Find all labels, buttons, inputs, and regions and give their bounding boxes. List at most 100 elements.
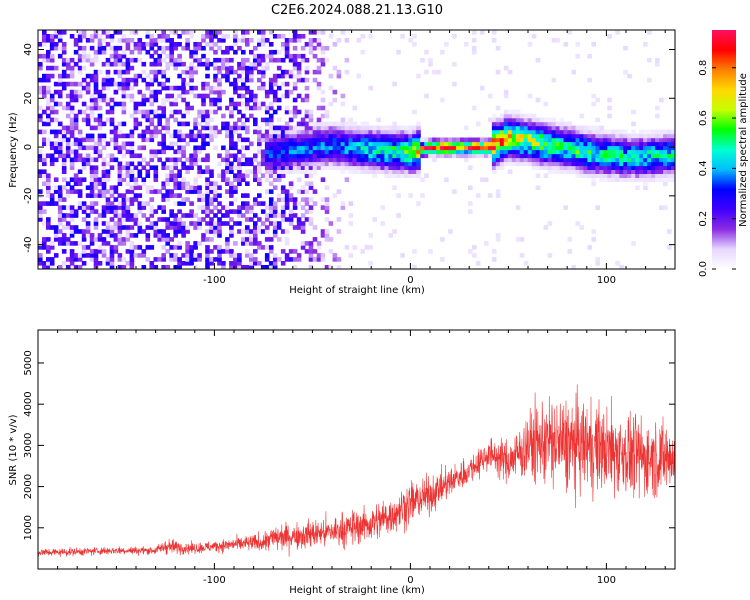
- heatmap-cell: [336, 133, 342, 139]
- heatmap-cell: [312, 77, 318, 83]
- heatmap-cell: [77, 169, 83, 174]
- heatmap-cell: [619, 141, 624, 147]
- heatmap-cell: [42, 245, 47, 250]
- heatmap-cell: [284, 89, 290, 95]
- heatmap-cell: [249, 229, 254, 234]
- heatmap-cell: [308, 121, 314, 127]
- heatmap-cell: [113, 205, 119, 210]
- heatmap-cell: [400, 133, 405, 139]
- heatmap-cell: [249, 97, 254, 103]
- heatmap-cell: [237, 181, 242, 186]
- heatmap-cell: [483, 145, 489, 151]
- heatmap-cell: [603, 153, 608, 159]
- heatmap-cell: [623, 149, 628, 155]
- heatmap-cell: [173, 185, 178, 190]
- heatmap-cell: [237, 157, 242, 163]
- heatmap-cell: [336, 149, 342, 155]
- heatmap-cell: [392, 145, 397, 151]
- heatmap-cell: [189, 253, 194, 258]
- heatmap-cell: [233, 165, 238, 170]
- heatmap-cell: [217, 173, 222, 178]
- heatmap-cell: [49, 141, 55, 147]
- heatmap-cell: [105, 109, 111, 115]
- heatmap-cell: [241, 113, 246, 119]
- heatmap-cell: [296, 145, 302, 151]
- heatmap-cell: [53, 45, 59, 51]
- heatmap-cell: [348, 117, 354, 123]
- heatmap-cell: [149, 149, 155, 155]
- heatmap-cell: [300, 129, 306, 135]
- heatmap-cell: [229, 153, 234, 159]
- heatmap-cell: [141, 265, 147, 269]
- heatmap-cell: [260, 42, 266, 47]
- heatmap-cell: [137, 201, 143, 206]
- heatmap-cell: [177, 257, 182, 262]
- heatmap-cell: [444, 141, 449, 147]
- heatmap-cell: [225, 169, 230, 174]
- heatmap-cell: [69, 57, 75, 63]
- heatmap-cell: [249, 157, 254, 163]
- heatmap-cell: [380, 205, 385, 210]
- heatmap-cell: [253, 173, 258, 178]
- heatmap-cell: [372, 137, 377, 143]
- heatmap-cell: [181, 233, 186, 238]
- heatmap-cell: [46, 245, 51, 250]
- heatmap-cell: [352, 169, 358, 174]
- heatmap-cell: [121, 165, 127, 170]
- heatmap-cell: [296, 61, 302, 67]
- heatmap-cell: [189, 165, 194, 170]
- heatmap-cell: [284, 161, 290, 167]
- heatmap-cell: [97, 133, 103, 139]
- heatmap-cell: [46, 181, 51, 186]
- heatmap-cell: [145, 201, 151, 206]
- heatmap-cell: [452, 145, 457, 151]
- heatmap-cell: [404, 173, 409, 178]
- heatmap-cell: [225, 213, 230, 218]
- heatmap-cell: [412, 173, 417, 178]
- heatmap-cell: [109, 81, 115, 87]
- heatmap-cell: [117, 221, 123, 226]
- heatmap-cell: [559, 125, 565, 131]
- heatmap-cell: [336, 229, 342, 234]
- heatmap-cell: [272, 157, 278, 163]
- heatmap-cell: [671, 173, 675, 178]
- heatmap-cell: [65, 213, 71, 218]
- heatmap-cell: [233, 185, 238, 190]
- heatmap-cell: [69, 125, 75, 131]
- heatmap-cell: [276, 257, 282, 262]
- heatmap-cell: [436, 149, 441, 155]
- heatmap-cell: [161, 85, 166, 91]
- heatmap-cell: [515, 153, 521, 159]
- heatmap-cell: [173, 57, 178, 63]
- heatmap-cell: [89, 97, 95, 103]
- heatmap-cell: [165, 61, 170, 67]
- heatmap-cell: [631, 145, 636, 151]
- heatmap-cell: [587, 245, 592, 250]
- heatmap-cell: [555, 121, 561, 127]
- heatmap-cell: [125, 141, 131, 147]
- heatmap-cell: [260, 38, 266, 43]
- heatmap-cell: [121, 173, 127, 178]
- heatmap-cell: [137, 193, 143, 198]
- heatmap-cell: [181, 153, 186, 159]
- heatmap-cell: [53, 253, 59, 258]
- heatmap-cell: [503, 145, 509, 151]
- heatmap-cell: [49, 38, 55, 43]
- heatmap-cell: [272, 205, 278, 210]
- heatmap-cell: [527, 141, 533, 147]
- heatmap-cell: [161, 113, 166, 119]
- heatmap-cell: [225, 129, 230, 135]
- heatmap-cell: [260, 229, 266, 234]
- heatmap-cell: [627, 73, 632, 79]
- heatmap-cell: [201, 141, 206, 147]
- heatmap-cell: [73, 113, 79, 119]
- heatmap-cell: [93, 145, 99, 151]
- heatmap-cell: [73, 173, 79, 178]
- heatmap-cell: [348, 137, 354, 143]
- heatmap-cell: [149, 157, 155, 163]
- heatmap-cell: [388, 233, 393, 238]
- heatmap-cell: [356, 141, 362, 147]
- heatmap-cell: [205, 213, 210, 218]
- heatmap-cell: [308, 129, 314, 135]
- heatmap-cell: [336, 145, 342, 151]
